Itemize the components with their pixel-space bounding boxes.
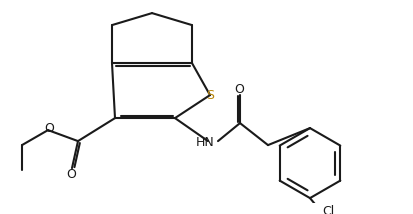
Text: Cl: Cl: [322, 205, 334, 214]
Text: O: O: [234, 83, 244, 96]
Text: S: S: [206, 89, 214, 102]
Text: HN: HN: [196, 136, 214, 149]
Text: O: O: [44, 122, 54, 135]
Text: O: O: [66, 168, 76, 181]
